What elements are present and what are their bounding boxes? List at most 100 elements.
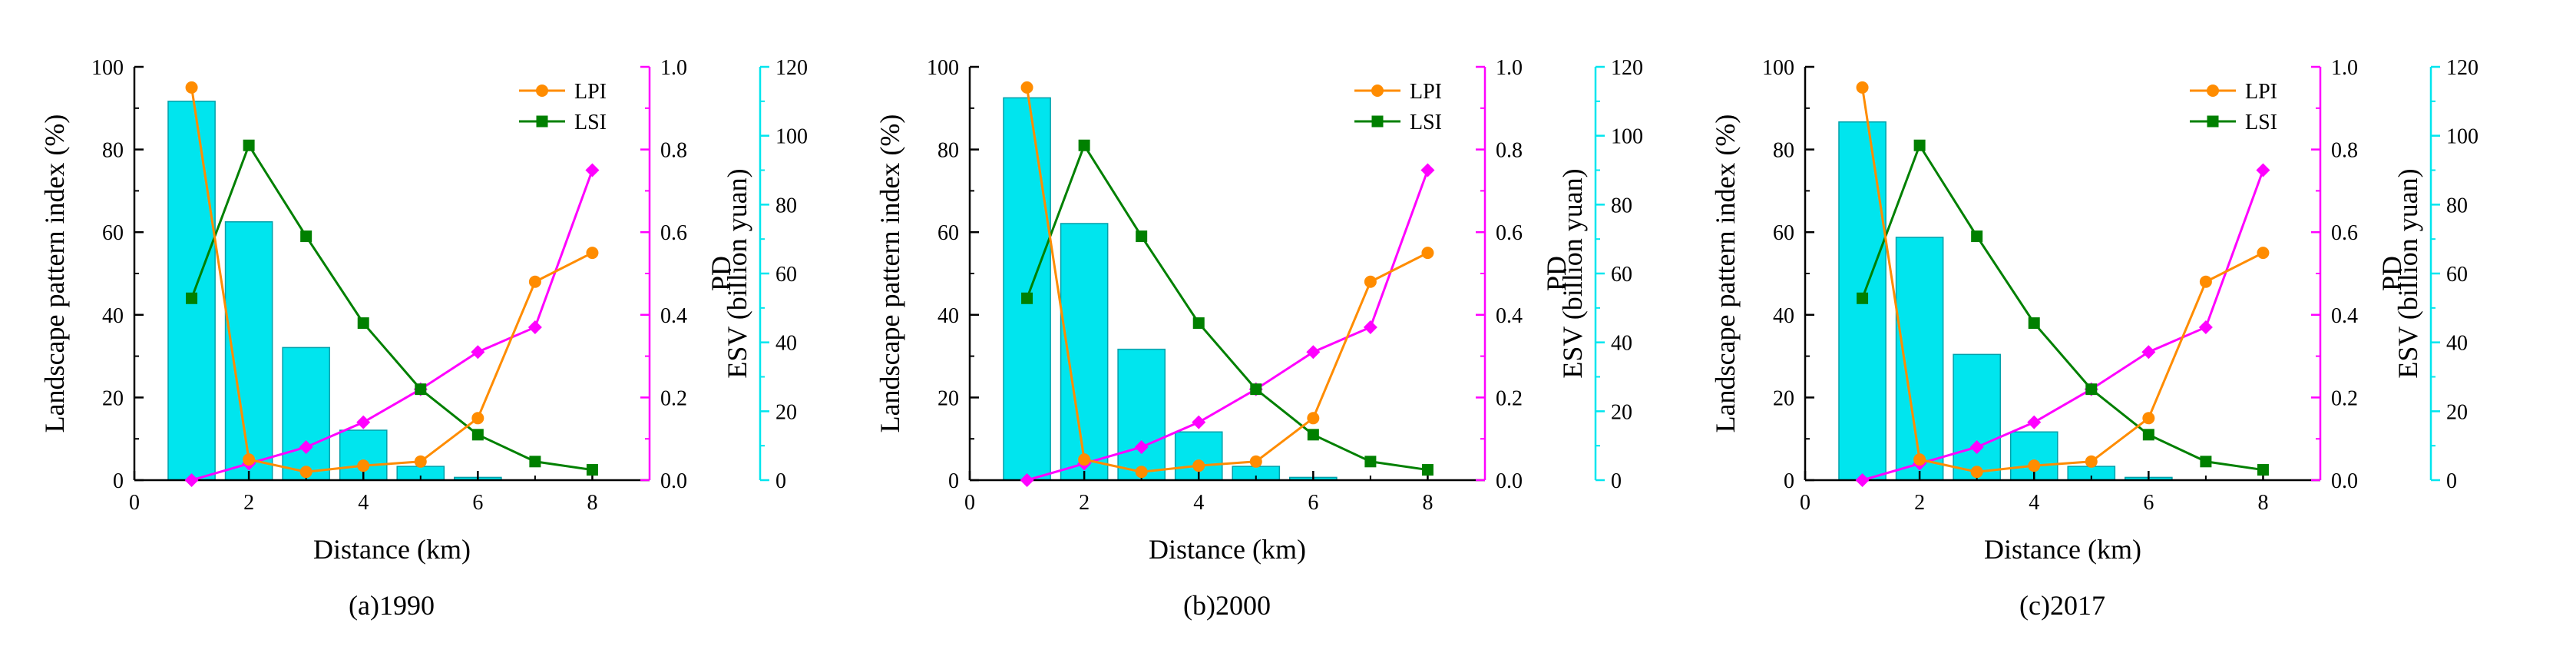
lsi-series-point	[1421, 464, 1433, 476]
pd-series-point	[527, 320, 542, 334]
x-axis-tick-label: 0	[964, 491, 975, 515]
pd-series-point	[299, 439, 313, 454]
lpi-series-point	[299, 466, 312, 479]
lpi-series-point	[243, 453, 256, 466]
lsi-series-point	[2257, 464, 2269, 476]
left-axis-tick-label: 100	[927, 56, 959, 80]
x-axis-tick-label: 4	[2029, 491, 2039, 515]
pd-series-point	[1855, 473, 1870, 487]
lsi-series-point	[2085, 383, 2098, 396]
pd-axis-tick-label: 0.0	[1496, 469, 1523, 493]
esv-axis-title: ESV (billion yuan)	[722, 168, 752, 378]
pd-axis-tick-label: 0.2	[2331, 386, 2358, 410]
lpi-series-point	[357, 459, 370, 472]
lpi-series-point	[1364, 275, 1377, 288]
lsi-series-point	[529, 456, 541, 468]
pd-series-point	[1134, 439, 1149, 454]
left-axis-tick-label: 100	[91, 56, 124, 80]
left-axis-tick-label: 80	[937, 139, 959, 163]
pd-axis-tick-label: 0.8	[1496, 139, 1523, 163]
lsi-series-point	[2142, 429, 2154, 441]
legend-lsi-marker	[1371, 115, 1384, 128]
esv-axis-title: ESV (billion yuan)	[2392, 168, 2423, 378]
esv-axis-tick-label: 20	[1611, 400, 1632, 424]
esv-axis-tick-label: 40	[775, 332, 797, 356]
esv-axis-tick-label: 20	[2446, 400, 2468, 424]
x-axis-tick-label: 8	[1422, 491, 1433, 515]
pd-axis-title: PD	[2376, 256, 2407, 291]
esv-axis-tick-label: 60	[1611, 263, 1632, 287]
left-axis-tick-label: 60	[937, 221, 959, 245]
left-axis-tick-label: 100	[1762, 56, 1794, 80]
lsi-series-point	[2028, 317, 2040, 330]
left-axis-tick-label: 40	[937, 304, 959, 328]
lpi-series-line	[1026, 87, 1429, 473]
esv-axis-tick-label: 60	[775, 263, 797, 287]
left-axis-title: Landscape pattern index (%)	[1710, 114, 1741, 433]
lsi-series-point	[1136, 230, 1148, 243]
x-axis-tick-label: 6	[1308, 491, 1318, 515]
lsi-series-point	[1307, 429, 1319, 441]
lsi-series-point	[2200, 456, 2212, 468]
lsi-series-point	[300, 230, 312, 243]
x-axis-tick-label: 0	[129, 491, 140, 515]
pd-axis-tick-label: 0.2	[1496, 386, 1523, 410]
lpi-series-point	[414, 455, 427, 468]
esv-axis-tick-label: 100	[1611, 125, 1643, 149]
esv-bar	[1003, 97, 1051, 481]
chart-caption: (a)1990	[349, 590, 435, 621]
left-axis-tick-label: 80	[102, 139, 124, 163]
chart-caption: (c)2017	[2019, 590, 2105, 621]
lpi-series-point	[1192, 459, 1205, 472]
lpi-series-point	[1856, 81, 1869, 94]
esv-bar	[167, 101, 216, 481]
lsi-series-point	[186, 292, 198, 304]
left-axis-tick-label: 20	[102, 386, 124, 410]
pd-series-point	[585, 163, 600, 177]
pd-axis-tick-label: 0.0	[660, 469, 687, 493]
x-axis-tick-label: 0	[1800, 491, 1810, 515]
pd-axis-tick-label: 0.6	[1496, 221, 1523, 245]
lsi-series-point	[1971, 230, 1983, 243]
lsi-series-point	[1857, 292, 1869, 304]
lpi-series-point	[2199, 275, 2212, 288]
legend-lpi-marker	[1371, 85, 1384, 97]
lsi-series-point	[1078, 139, 1090, 151]
x-axis-tick-label: 8	[2257, 491, 2268, 515]
pd-axis-title: PD	[706, 256, 736, 291]
left-axis-tick-label: 60	[102, 221, 124, 245]
lpi-series-point	[1307, 412, 1320, 425]
esv-axis-tick-label: 120	[1611, 56, 1643, 80]
lsi-series-point	[1364, 456, 1377, 468]
lsi-series-point	[1913, 139, 1926, 151]
legend-lpi-marker	[536, 85, 548, 97]
lpi-series-point	[1020, 81, 1033, 94]
pd-axis-tick-label: 0.8	[660, 139, 687, 163]
lsi-series-point	[586, 464, 598, 476]
pd-axis-tick-label: 0.0	[2331, 469, 2358, 493]
pd-series-point	[1420, 163, 1435, 177]
esv-axis-title: ESV (billion yuan)	[1557, 168, 1588, 378]
left-axis-tick-label: 0	[1784, 469, 1794, 493]
lpi-series-line	[1861, 87, 2264, 473]
pd-series-point	[2198, 320, 2213, 334]
pd-series-point	[2027, 415, 2042, 429]
pd-axis-tick-label: 1.0	[2331, 56, 2358, 80]
esv-axis-tick-label: 20	[775, 400, 797, 424]
pd-series-point	[2256, 163, 2270, 177]
pd-axis-tick-label: 0.6	[660, 221, 687, 245]
esv-axis-tick-label: 100	[775, 125, 808, 149]
x-axis-tick-label: 2	[243, 491, 254, 515]
left-axis-tick-label: 20	[937, 386, 959, 410]
lpi-series-point	[528, 275, 541, 288]
x-axis-tick-label: 6	[2143, 491, 2154, 515]
lsi-series-point	[415, 383, 427, 396]
chart-panel-2: 0 20 40 60 80 100 0 2 4 6 8 0.0 0.2 0.4 0.6 0.8 1.0 0 20 40…	[875, 56, 1643, 621]
x-axis-tick-label: 4	[358, 491, 369, 515]
pd-axis-tick-label: 0.6	[2331, 221, 2358, 245]
pd-series-point	[1020, 473, 1034, 487]
esv-axis-tick-label: 80	[775, 194, 797, 217]
esv-axis-tick-label: 120	[775, 56, 808, 80]
